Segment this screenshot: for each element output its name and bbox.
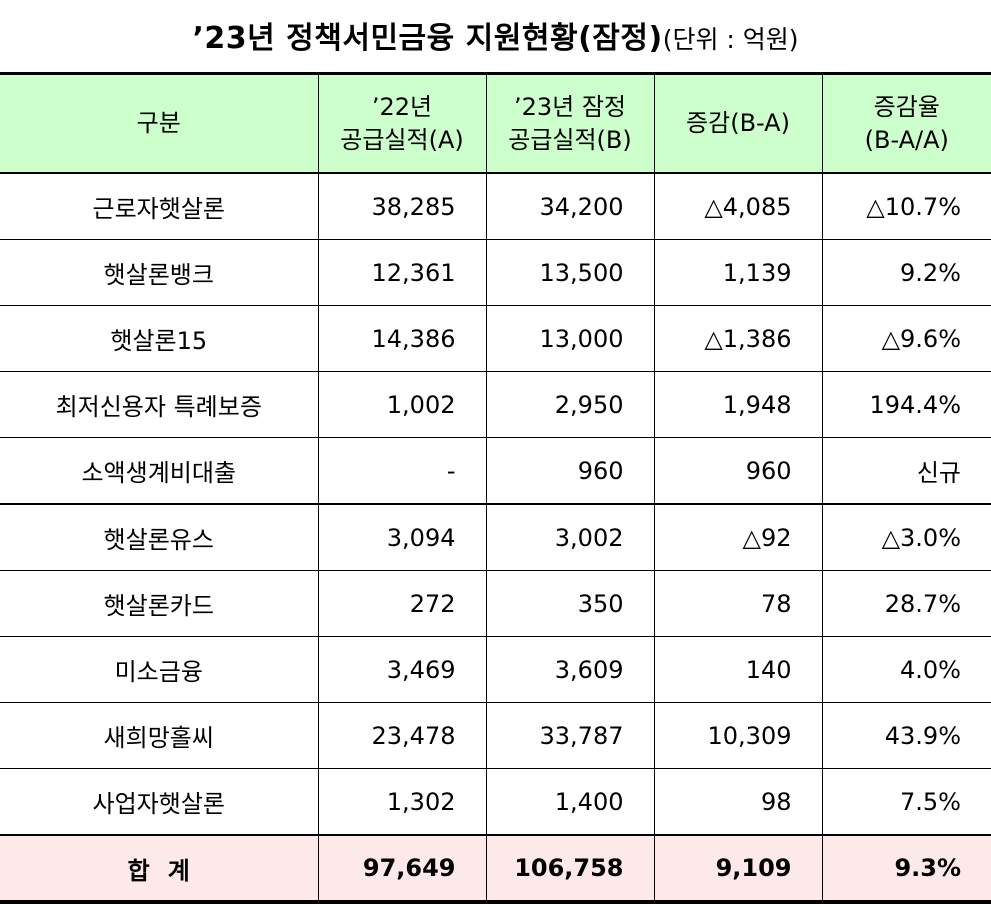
row-label: 미소금융 (0, 636, 319, 703)
value-2023: 2,950 (485, 371, 655, 438)
value-rate: 28.7% (821, 570, 991, 637)
value-change: 98 (653, 768, 823, 836)
value-2022: 12,361 (317, 239, 487, 306)
value-rate: 4.0% (821, 636, 991, 703)
value-rate: △9.6% (821, 305, 991, 372)
value-change: △92 (653, 503, 823, 571)
header-2022-supply: ’22년 공급실적(A) (317, 72, 487, 174)
value-change: △1,386 (653, 305, 823, 372)
value-2022: 1,002 (317, 371, 487, 438)
row-label: 햇살론카드 (0, 570, 319, 637)
total-change: 9,109 (653, 834, 823, 904)
value-rate: 신규 (821, 437, 991, 505)
title-unit: (단위 : 억원) (662, 25, 799, 54)
value-2023: 1,400 (485, 768, 655, 836)
table-row: 소액생계비대출 - 960 960 신규 (0, 437, 991, 505)
value-2022: 3,469 (317, 636, 487, 703)
row-label: 소액생계비대출 (0, 437, 319, 505)
value-change: 10,309 (653, 702, 823, 769)
row-label: 근로자햇살론 (0, 172, 319, 240)
value-rate: 9.2% (821, 239, 991, 306)
value-2023: 350 (485, 570, 655, 637)
table-row: 햇살론뱅크 12,361 13,500 1,139 9.2% (0, 239, 991, 306)
value-rate: △10.7% (821, 172, 991, 240)
value-2023: 3,002 (485, 503, 655, 571)
row-label: 최저신용자 특례보증 (0, 371, 319, 438)
value-2022: 272 (317, 570, 487, 637)
total-rate: 9.3% (821, 834, 991, 904)
value-2023: 34,200 (485, 172, 655, 240)
value-2023: 33,787 (485, 702, 655, 769)
table-row: 새희망홀씨 23,478 33,787 10,309 43.9% (0, 702, 991, 769)
value-2022: 38,285 (317, 172, 487, 240)
table-row: 햇살론15 14,386 13,000 △1,386 △9.6% (0, 305, 991, 372)
value-rate: 7.5% (821, 768, 991, 836)
header-row: 구분 ’22년 공급실적(A) ’23년 잠정 공급실적(B) 증감(B-A) 증감… (0, 72, 991, 174)
value-change: △4,085 (653, 172, 823, 240)
total-2023: 106,758 (485, 834, 655, 904)
header-2023-supply: ’23년 잠정 공급실적(B) (485, 72, 655, 174)
table-row: 근로자햇살론 38,285 34,200 △4,085 △10.7% (0, 172, 991, 240)
value-change: 140 (653, 636, 823, 703)
row-label: 햇살론15 (0, 305, 319, 372)
table-row: 사업자햇살론 1,302 1,400 98 7.5% (0, 768, 991, 836)
page-title: ’23년 정책서민금융 지원현황(잠정)(단위 : 억원) (0, 0, 991, 72)
value-2022: - (317, 437, 487, 505)
total-2022: 97,649 (317, 834, 487, 904)
value-rate: 194.4% (821, 371, 991, 438)
header-change: 증감(B-A) (653, 72, 823, 174)
row-label: 새희망홀씨 (0, 702, 319, 769)
supply-table: 구분 ’22년 공급실적(A) ’23년 잠정 공급실적(B) 증감(B-A) 증감… (0, 72, 991, 904)
row-label: 사업자햇살론 (0, 768, 319, 836)
header-change-rate: 증감율 (B-A/A) (821, 72, 991, 174)
table-row: 미소금융 3,469 3,609 140 4.0% (0, 636, 991, 703)
table-row: 햇살론유스 3,094 3,002 △92 △3.0% (0, 503, 991, 571)
value-2023: 3,609 (485, 636, 655, 703)
total-row: 합계 97,649 106,758 9,109 9.3% (0, 834, 991, 904)
total-label: 합계 (0, 834, 319, 904)
value-2022: 1,302 (317, 768, 487, 836)
row-label: 햇살론뱅크 (0, 239, 319, 306)
value-change: 960 (653, 437, 823, 505)
value-rate: △3.0% (821, 503, 991, 571)
value-2023: 13,500 (485, 239, 655, 306)
value-2022: 3,094 (317, 503, 487, 571)
title-main: ’23년 정책서민금융 지원현황(잠정) (192, 21, 663, 56)
value-2022: 23,478 (317, 702, 487, 769)
value-change: 78 (653, 570, 823, 637)
value-2023: 13,000 (485, 305, 655, 372)
value-rate: 43.9% (821, 702, 991, 769)
row-label: 햇살론유스 (0, 503, 319, 571)
header-category: 구분 (0, 72, 319, 174)
value-change: 1,139 (653, 239, 823, 306)
value-change: 1,948 (653, 371, 823, 438)
value-2022: 14,386 (317, 305, 487, 372)
value-2023: 960 (485, 437, 655, 505)
table-row: 최저신용자 특례보증 1,002 2,950 1,948 194.4% (0, 371, 991, 438)
table-row: 햇살론카드 272 350 78 28.7% (0, 570, 991, 637)
